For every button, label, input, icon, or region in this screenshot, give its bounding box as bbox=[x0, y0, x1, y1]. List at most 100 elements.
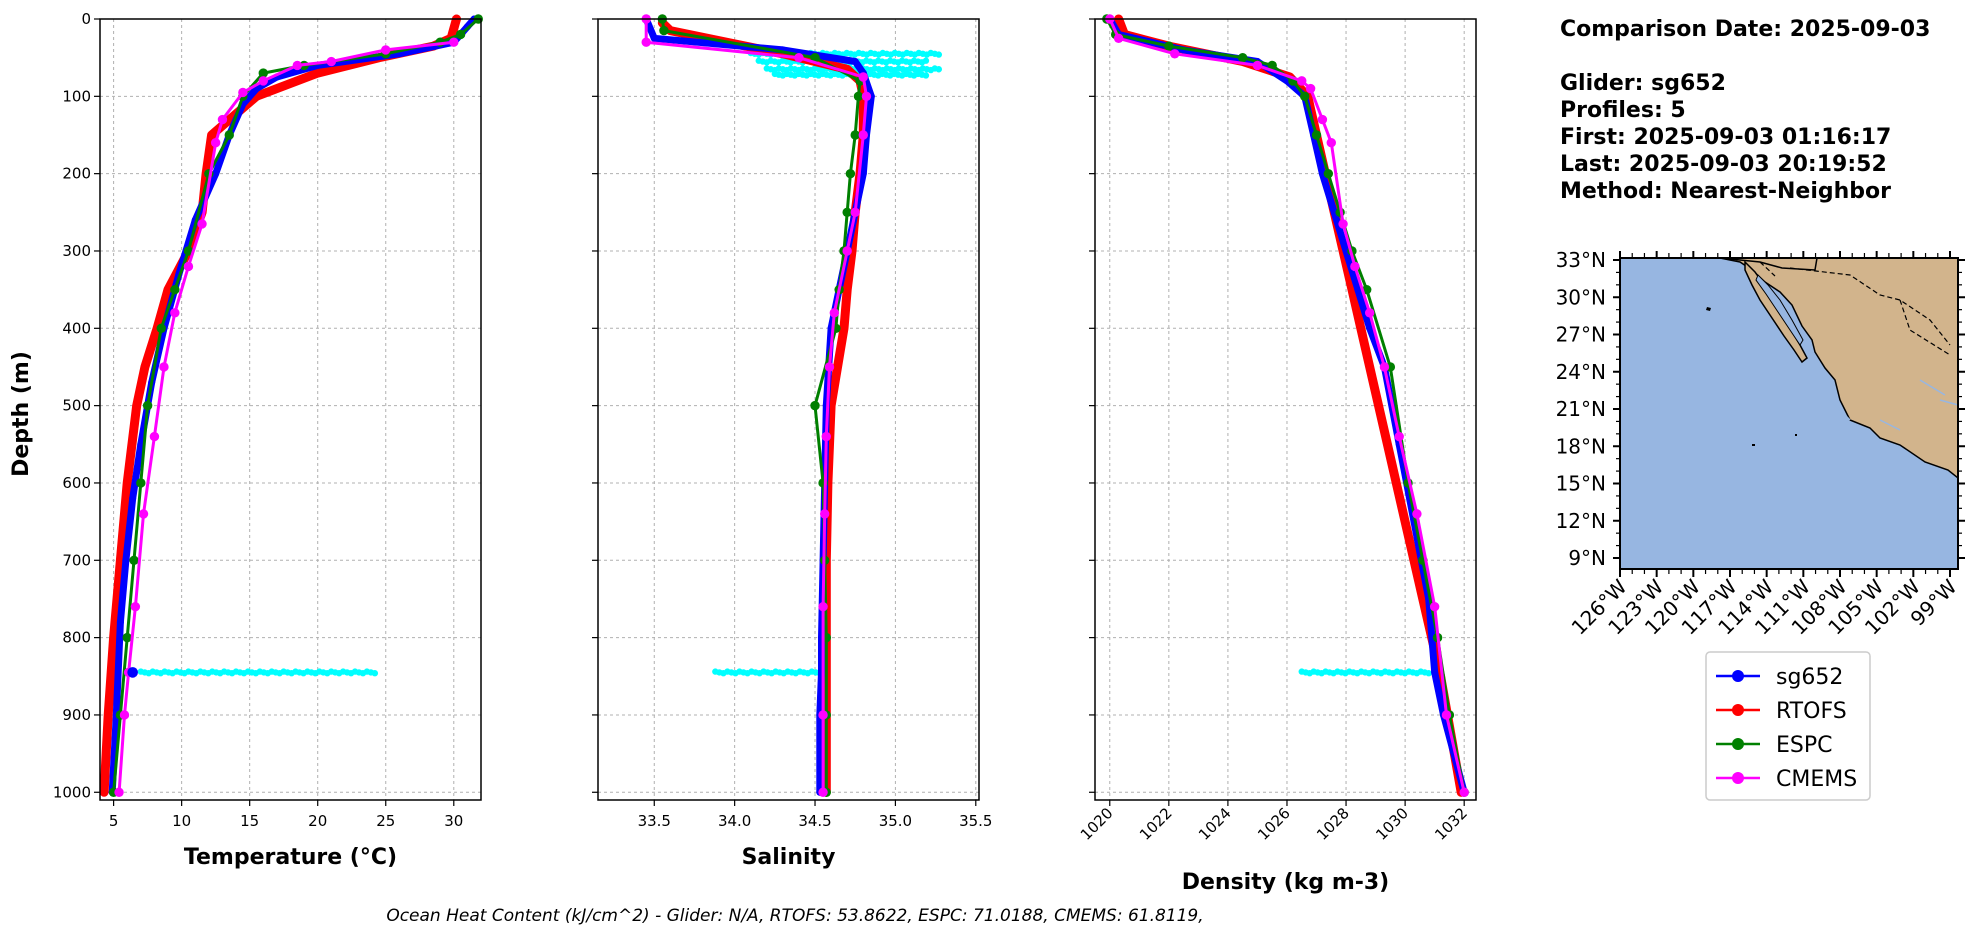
temperature-raw-point bbox=[371, 670, 379, 677]
temperature-espc-point bbox=[258, 68, 268, 78]
density-panel: 1020 1022 1024 1026 1028 1030 1032 Density (kg … bbox=[1077, 14, 1477, 895]
salinity-espc-point bbox=[810, 52, 820, 63]
legend: sg652 RTOFS ESPC CMEMS bbox=[1705, 651, 1871, 801]
temperature-rtofs-point bbox=[123, 479, 131, 487]
ohc-caption: Ocean Heat Content (kJ/cm^2) - Glider: N… bbox=[386, 906, 1203, 926]
salinity-cmems-point bbox=[819, 509, 830, 519]
info-profiles: Profiles: 5 bbox=[1560, 98, 1686, 123]
salinity-espc-point bbox=[810, 400, 820, 411]
legend-item-cmems: CMEMS bbox=[1716, 767, 1857, 792]
density-espc-point bbox=[1311, 130, 1322, 140]
temperature-sg652-point bbox=[127, 667, 138, 678]
density-rtofs-point bbox=[1357, 324, 1365, 332]
salinity-sg652-point bbox=[859, 170, 867, 178]
temperature-espc-point bbox=[170, 284, 180, 295]
temperature-sg652-point bbox=[122, 556, 130, 564]
temperature-rtofs-point bbox=[164, 286, 172, 294]
salinity-raw-upper-point bbox=[935, 51, 943, 58]
temperature-ytick-label: 200 bbox=[62, 165, 91, 183]
temperature-espc-line bbox=[112, 17, 480, 794]
density-grid bbox=[1095, 18, 1476, 800]
temperature-xtick-label: 15 bbox=[240, 812, 259, 830]
temperature-cmems-point bbox=[238, 87, 248, 98]
temperature-ytick-label: 700 bbox=[62, 551, 91, 569]
temperature-ytick-label: 600 bbox=[62, 474, 91, 492]
info-first: First: 2025-09-03 01:16:17 bbox=[1560, 125, 1891, 150]
density-cmems-point bbox=[1297, 76, 1307, 86]
density-xtick-label: 1024 bbox=[1195, 804, 1235, 844]
temperature-rtofs-point bbox=[273, 85, 281, 93]
map-gulf bbox=[1755, 274, 1804, 346]
map-lat-label: 15°N bbox=[1556, 472, 1606, 496]
density-cmems-point bbox=[1338, 219, 1348, 229]
temperature-rtofs-point bbox=[133, 402, 141, 410]
legend-swatch-marker bbox=[1732, 772, 1744, 784]
salinity-espc-point bbox=[842, 207, 852, 218]
density-espc-point bbox=[1237, 52, 1248, 63]
salinity-axes-frame bbox=[597, 18, 980, 801]
temperature-cmems-point bbox=[217, 114, 228, 125]
temperature-axes-frame bbox=[99, 18, 482, 801]
temperature-rtofs-point bbox=[141, 363, 149, 371]
map-island-1 bbox=[1706, 307, 1711, 311]
map-frame bbox=[1619, 257, 1959, 570]
density-espc-point bbox=[1164, 41, 1174, 51]
legend-label: RTOFS bbox=[1776, 699, 1847, 724]
salinity-xtick-label: 33.5 bbox=[638, 812, 671, 830]
salinity-cmems-point bbox=[850, 207, 860, 218]
density-cmems-point bbox=[1412, 509, 1422, 519]
salinity-cmems-point bbox=[821, 431, 831, 442]
salinity-cmems-point bbox=[641, 37, 651, 47]
temperature-ytick-label: 500 bbox=[62, 397, 91, 415]
map-lat-label: 27°N bbox=[1556, 323, 1606, 347]
temperature-sg652-point bbox=[212, 170, 220, 178]
temperature-ytick-label: 1000 bbox=[53, 783, 91, 801]
temperature-cmems-point bbox=[114, 787, 124, 797]
temperature-cmems-point bbox=[326, 56, 337, 67]
salinity-xtick-label: 34.0 bbox=[718, 812, 751, 830]
temperature-cmems-point bbox=[197, 219, 207, 229]
temperature-cmems-point bbox=[258, 76, 268, 86]
salinity-cmems-point bbox=[861, 91, 872, 102]
map-lat-label: 21°N bbox=[1556, 397, 1606, 421]
temperature-rtofs-point bbox=[100, 788, 108, 796]
density-cmems-point bbox=[1170, 49, 1180, 59]
salinity-cmems-point bbox=[829, 308, 840, 318]
density-rtofs-point bbox=[1419, 595, 1427, 603]
temperature-ytick-label: 400 bbox=[62, 319, 91, 337]
density-xtick-label: 1026 bbox=[1254, 804, 1294, 844]
temperature-rtofs-point bbox=[208, 131, 216, 139]
temperature-espc-point bbox=[183, 246, 194, 256]
temperature-cmems-point bbox=[149, 431, 160, 442]
salinity-cmems-point bbox=[858, 72, 868, 82]
temperature-espc-point bbox=[122, 632, 132, 643]
temperature-rtofs-point bbox=[110, 634, 118, 642]
salinity-sg652-point bbox=[650, 34, 658, 42]
legend-swatch-marker bbox=[1732, 704, 1744, 716]
map-state-borders bbox=[1759, 261, 1951, 356]
salinity-cmems-point bbox=[794, 52, 804, 63]
map-lat-label: 12°N bbox=[1556, 509, 1606, 533]
salinity-grid bbox=[598, 18, 979, 800]
map-land-mexico bbox=[1719, 257, 1959, 480]
temperature-rtofs-point bbox=[104, 711, 112, 719]
density-xtick-label: 1020 bbox=[1077, 804, 1117, 844]
salinity-cmems-point bbox=[842, 246, 852, 256]
salinity-espc-point bbox=[853, 91, 864, 102]
density-cmems-point bbox=[1350, 261, 1360, 272]
temperature-cmems-point bbox=[119, 710, 130, 720]
salinity-rtofs-point bbox=[843, 286, 851, 294]
density-cmems-point bbox=[1379, 362, 1390, 372]
legend-item-rtofs: RTOFS bbox=[1716, 699, 1847, 724]
info-last: Last: 2025-09-03 20:19:52 bbox=[1560, 152, 1887, 177]
temperature-espc-point bbox=[129, 555, 139, 565]
salinity-raw-upper-point bbox=[922, 57, 930, 64]
salinity-sg652-point bbox=[851, 58, 859, 66]
salinity-series-rtofs bbox=[657, 18, 868, 797]
temperature-xtick-label: 10 bbox=[172, 812, 191, 830]
density-cmems-point bbox=[1364, 308, 1375, 318]
temperature-sg652-point bbox=[129, 494, 137, 502]
density-sg652-point bbox=[1366, 324, 1374, 332]
density-espc-line bbox=[1105, 17, 1466, 794]
density-rtofs-point bbox=[1366, 363, 1374, 371]
